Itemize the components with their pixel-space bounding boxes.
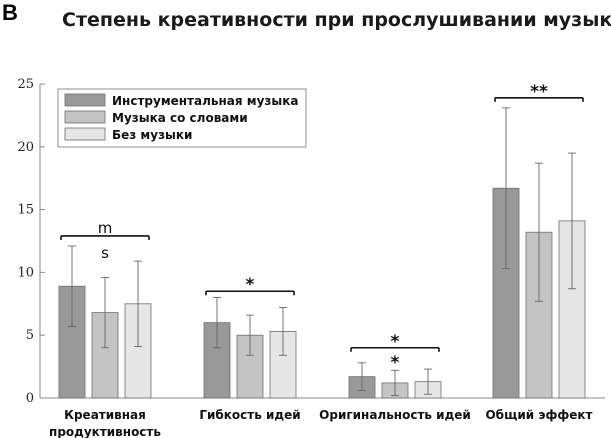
y-tick-label: 20 <box>17 140 34 155</box>
legend-swatch <box>64 93 106 107</box>
legend-swatch <box>64 110 106 124</box>
panel-label: B <box>2 0 18 25</box>
error-bars <box>68 107 576 396</box>
x-tick-label: Общий эффект <box>485 408 592 422</box>
significance-label: ** <box>530 82 548 102</box>
legend-label: Без музыки <box>112 128 192 142</box>
y-tick-label: 0 <box>26 391 34 406</box>
significance-secondary-label: * <box>391 353 400 373</box>
legend-label: Музыка со словами <box>112 111 248 125</box>
x-tick-label: Креативная <box>64 408 146 422</box>
y-tick-label: 10 <box>17 265 34 280</box>
x-tick-label: Гибкость идей <box>199 408 300 422</box>
significance-secondary-label: s <box>101 244 109 262</box>
significance-annotations: ms***** <box>60 82 584 373</box>
y-tick-label: 15 <box>17 203 34 218</box>
significance-label: * <box>391 332 400 352</box>
x-tick-label: продуктивность <box>49 425 161 438</box>
legend-swatch <box>64 127 106 141</box>
x-tick-label: Оригинальность идей <box>319 408 471 422</box>
significance-label: * <box>246 275 255 295</box>
y-tick-label: 5 <box>26 328 34 343</box>
legend-label: Инструментальная музыка <box>112 94 298 108</box>
legend: Инструментальная музыка Музыка со словами… <box>57 88 307 148</box>
significance-label: m <box>98 219 113 237</box>
chart-title: Степень креативности при прослушивании м… <box>62 9 611 31</box>
y-tick-label: 25 <box>17 77 34 92</box>
category-labels: Креативная продуктивность Гибкость идей Ори… <box>49 408 593 438</box>
